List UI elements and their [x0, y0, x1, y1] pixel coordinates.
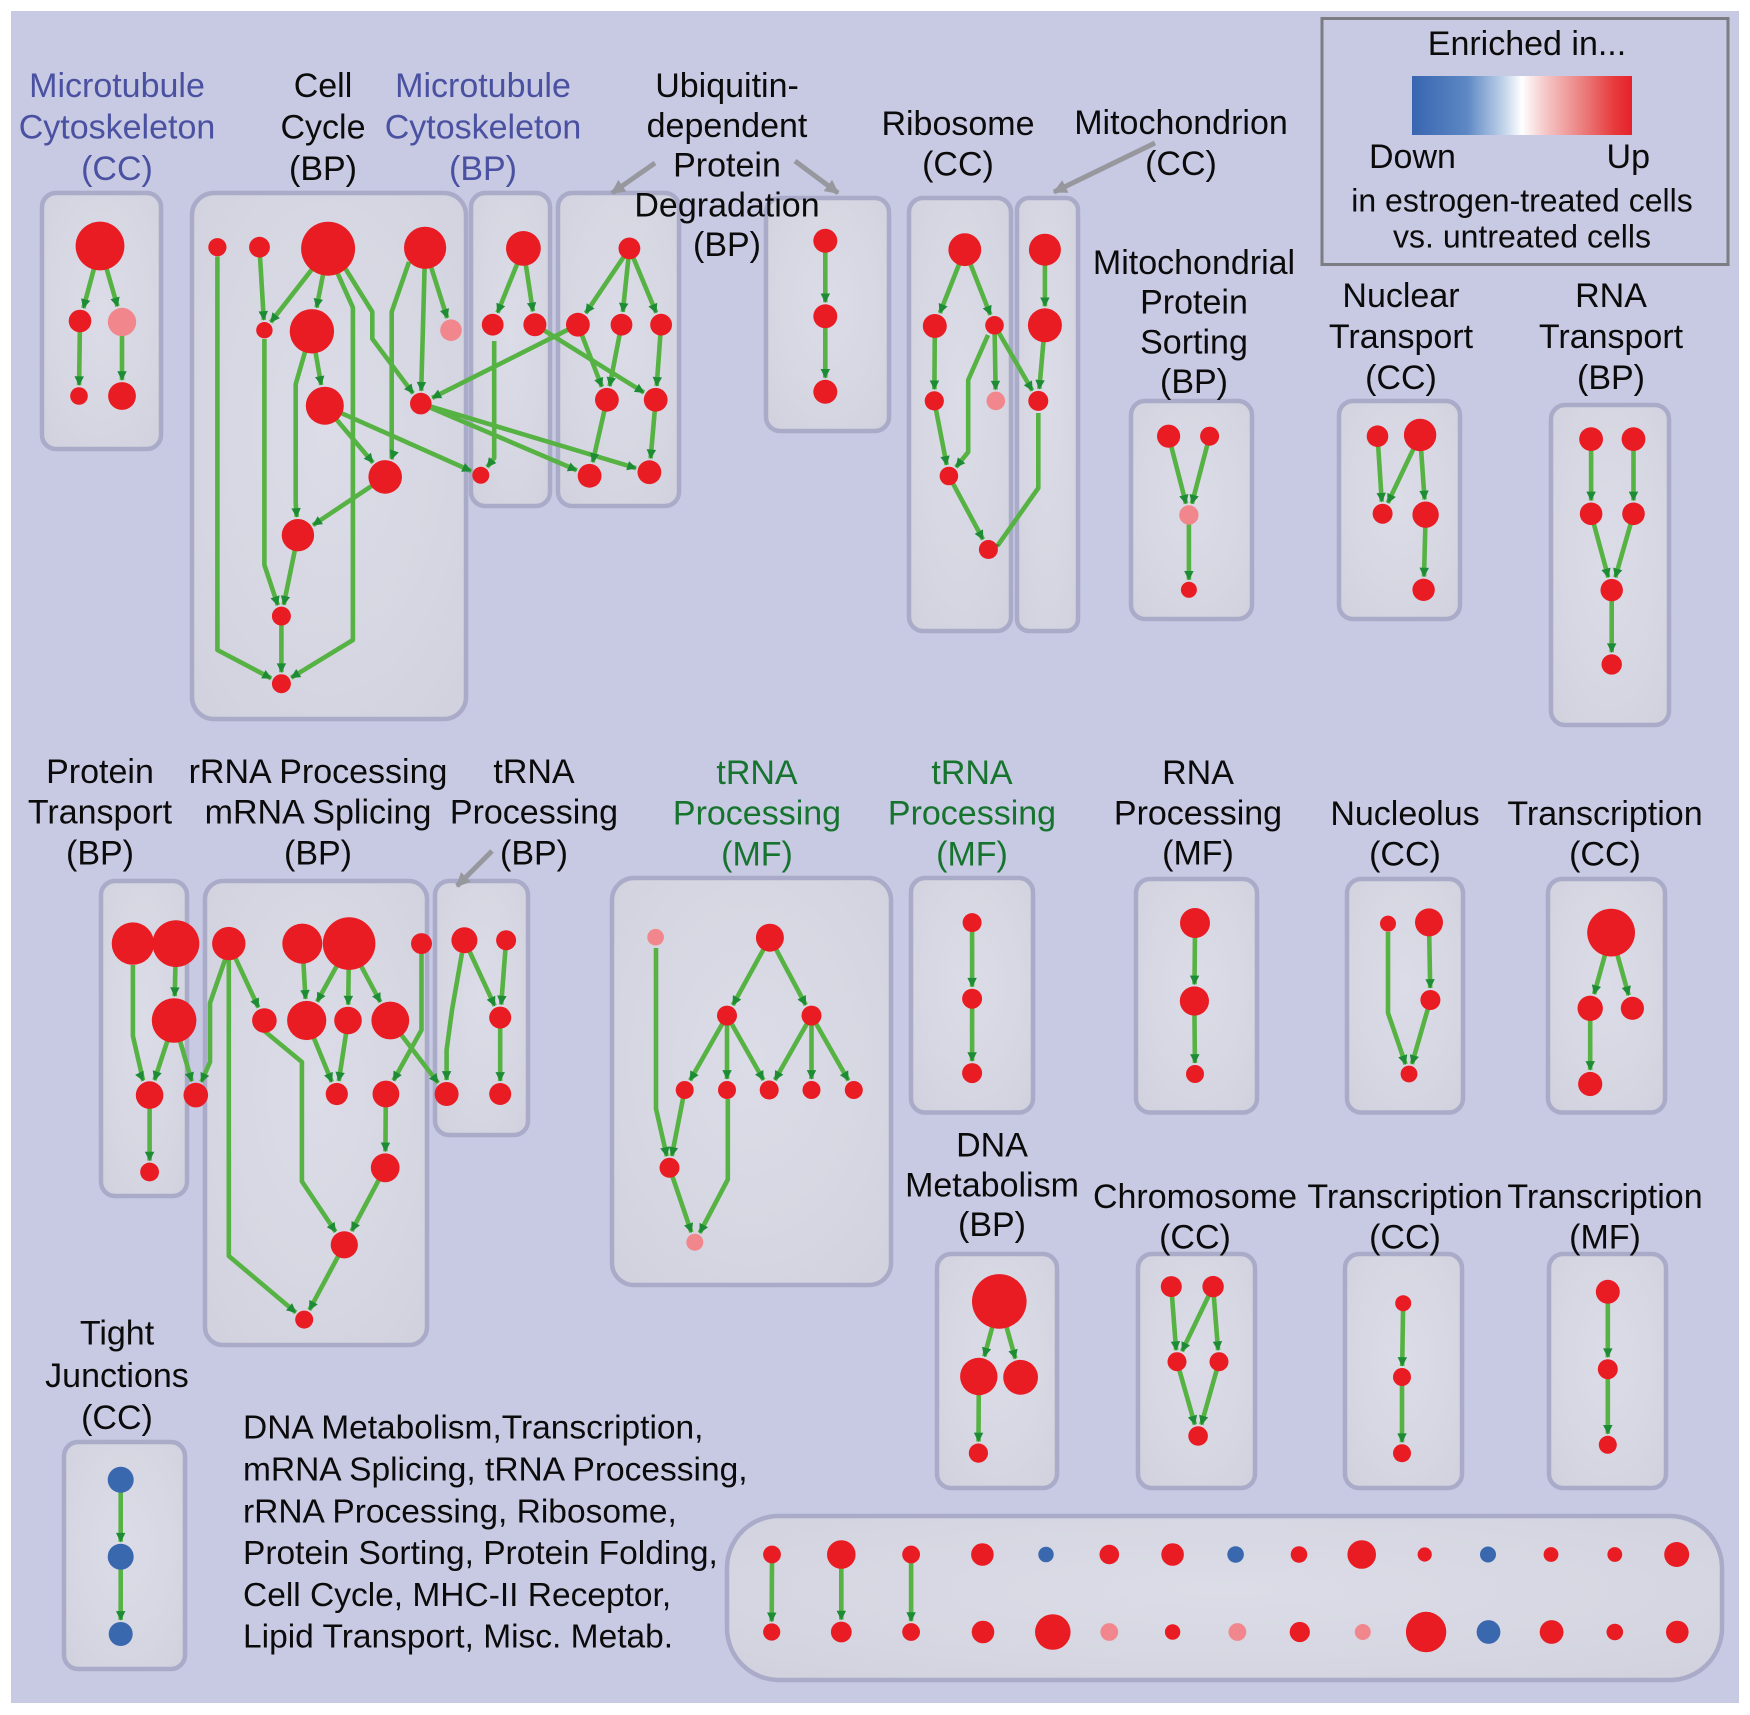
svg-text:(BP): (BP)	[1160, 363, 1228, 401]
svg-text:Transport: Transport	[1329, 318, 1474, 356]
svg-text:Ubiquitin-: Ubiquitin-	[655, 67, 799, 105]
svg-text:(BP): (BP)	[693, 226, 761, 264]
svg-text:Junctions: Junctions	[45, 1357, 189, 1395]
svg-text:(BP): (BP)	[1577, 359, 1645, 397]
svg-text:Metabolism: Metabolism	[905, 1166, 1079, 1204]
svg-text:(BP): (BP)	[289, 150, 357, 188]
svg-text:(CC): (CC)	[81, 1399, 153, 1437]
svg-text:(CC): (CC)	[1369, 1218, 1441, 1256]
svg-text:(MF): (MF)	[1162, 835, 1234, 873]
svg-text:Lipid Transport, Misc. Metab.: Lipid Transport, Misc. Metab.	[243, 1619, 673, 1656]
svg-text:Cytoskeleton: Cytoskeleton	[19, 108, 216, 146]
svg-text:Cycle: Cycle	[280, 108, 365, 146]
svg-text:Up: Up	[1607, 138, 1650, 176]
svg-text:Processing: Processing	[1114, 794, 1282, 832]
svg-text:Processing: Processing	[673, 795, 841, 833]
svg-text:(CC): (CC)	[1145, 145, 1217, 183]
svg-text:(CC): (CC)	[1569, 835, 1641, 873]
svg-text:Ribosome: Ribosome	[881, 105, 1034, 143]
svg-text:Tight: Tight	[80, 1315, 155, 1353]
svg-text:Mitochondrial: Mitochondrial	[1093, 244, 1295, 282]
svg-text:Transcription: Transcription	[1507, 795, 1702, 833]
svg-text:dependent: dependent	[647, 107, 808, 145]
svg-text:(MF): (MF)	[1569, 1218, 1641, 1256]
svg-text:RNA: RNA	[1162, 754, 1234, 792]
svg-text:Protein Sorting, Protein Foldi: Protein Sorting, Protein Folding,	[243, 1535, 718, 1572]
svg-text:Transcription: Transcription	[1507, 1178, 1702, 1216]
svg-text:Processing: Processing	[888, 795, 1056, 833]
svg-text:(MF): (MF)	[936, 835, 1008, 873]
svg-text:Microtubule: Microtubule	[395, 67, 571, 105]
svg-text:mRNA Splicing: mRNA Splicing	[205, 794, 432, 832]
svg-text:Transport: Transport	[28, 794, 173, 832]
svg-text:rRNA Processing, Ribosome,: rRNA Processing, Ribosome,	[243, 1493, 677, 1530]
svg-text:Mitochondrion: Mitochondrion	[1074, 104, 1288, 142]
svg-text:(BP): (BP)	[284, 834, 352, 872]
svg-text:(BP): (BP)	[66, 834, 134, 872]
svg-text:(CC): (CC)	[81, 150, 153, 188]
svg-text:(BP): (BP)	[500, 834, 568, 872]
svg-text:Transport: Transport	[1539, 318, 1684, 356]
svg-text:(BP): (BP)	[958, 1206, 1026, 1244]
svg-text:Transcription: Transcription	[1307, 1178, 1502, 1216]
svg-text:Nucleolus: Nucleolus	[1330, 795, 1479, 833]
svg-text:tRNA: tRNA	[716, 754, 798, 792]
svg-text:DNA: DNA	[956, 1127, 1028, 1165]
svg-text:Enriched in...: Enriched in...	[1428, 25, 1626, 63]
svg-text:Nuclear: Nuclear	[1342, 277, 1459, 315]
svg-text:Microtubule: Microtubule	[29, 67, 205, 105]
svg-text:Sorting: Sorting	[1140, 323, 1248, 361]
svg-text:Protein: Protein	[1140, 284, 1248, 322]
svg-text:mRNA Splicing, tRNA Processing: mRNA Splicing, tRNA Processing,	[243, 1452, 748, 1489]
svg-text:Protein: Protein	[673, 147, 781, 185]
svg-text:(BP): (BP)	[449, 150, 517, 188]
svg-text:Cytoskeleton: Cytoskeleton	[385, 108, 582, 146]
svg-text:RNA: RNA	[1575, 277, 1647, 315]
svg-text:rRNA Processing: rRNA Processing	[189, 753, 448, 791]
svg-text:tRNA: tRNA	[493, 753, 575, 791]
svg-text:DNA Metabolism,Transcription,: DNA Metabolism,Transcription,	[243, 1410, 703, 1447]
svg-text:Degradation: Degradation	[634, 186, 819, 224]
svg-text:Processing: Processing	[450, 794, 618, 832]
svg-text:Protein: Protein	[46, 753, 154, 791]
svg-text:(MF): (MF)	[721, 835, 793, 873]
svg-text:tRNA: tRNA	[931, 754, 1013, 792]
svg-text:(CC): (CC)	[1365, 359, 1437, 397]
svg-text:(CC): (CC)	[1159, 1218, 1231, 1256]
svg-text:Cell: Cell	[294, 67, 353, 105]
svg-text:in estrogen-treated cells: in estrogen-treated cells	[1351, 182, 1693, 218]
svg-text:Chromosome: Chromosome	[1093, 1178, 1297, 1216]
svg-text:(CC): (CC)	[1369, 835, 1441, 873]
svg-text:Down: Down	[1369, 138, 1456, 176]
svg-text:vs. untreated cells: vs. untreated cells	[1393, 218, 1651, 254]
svg-text:Cell Cycle, MHC-II Receptor,: Cell Cycle, MHC-II Receptor,	[243, 1577, 671, 1614]
svg-text:(CC): (CC)	[922, 145, 994, 183]
